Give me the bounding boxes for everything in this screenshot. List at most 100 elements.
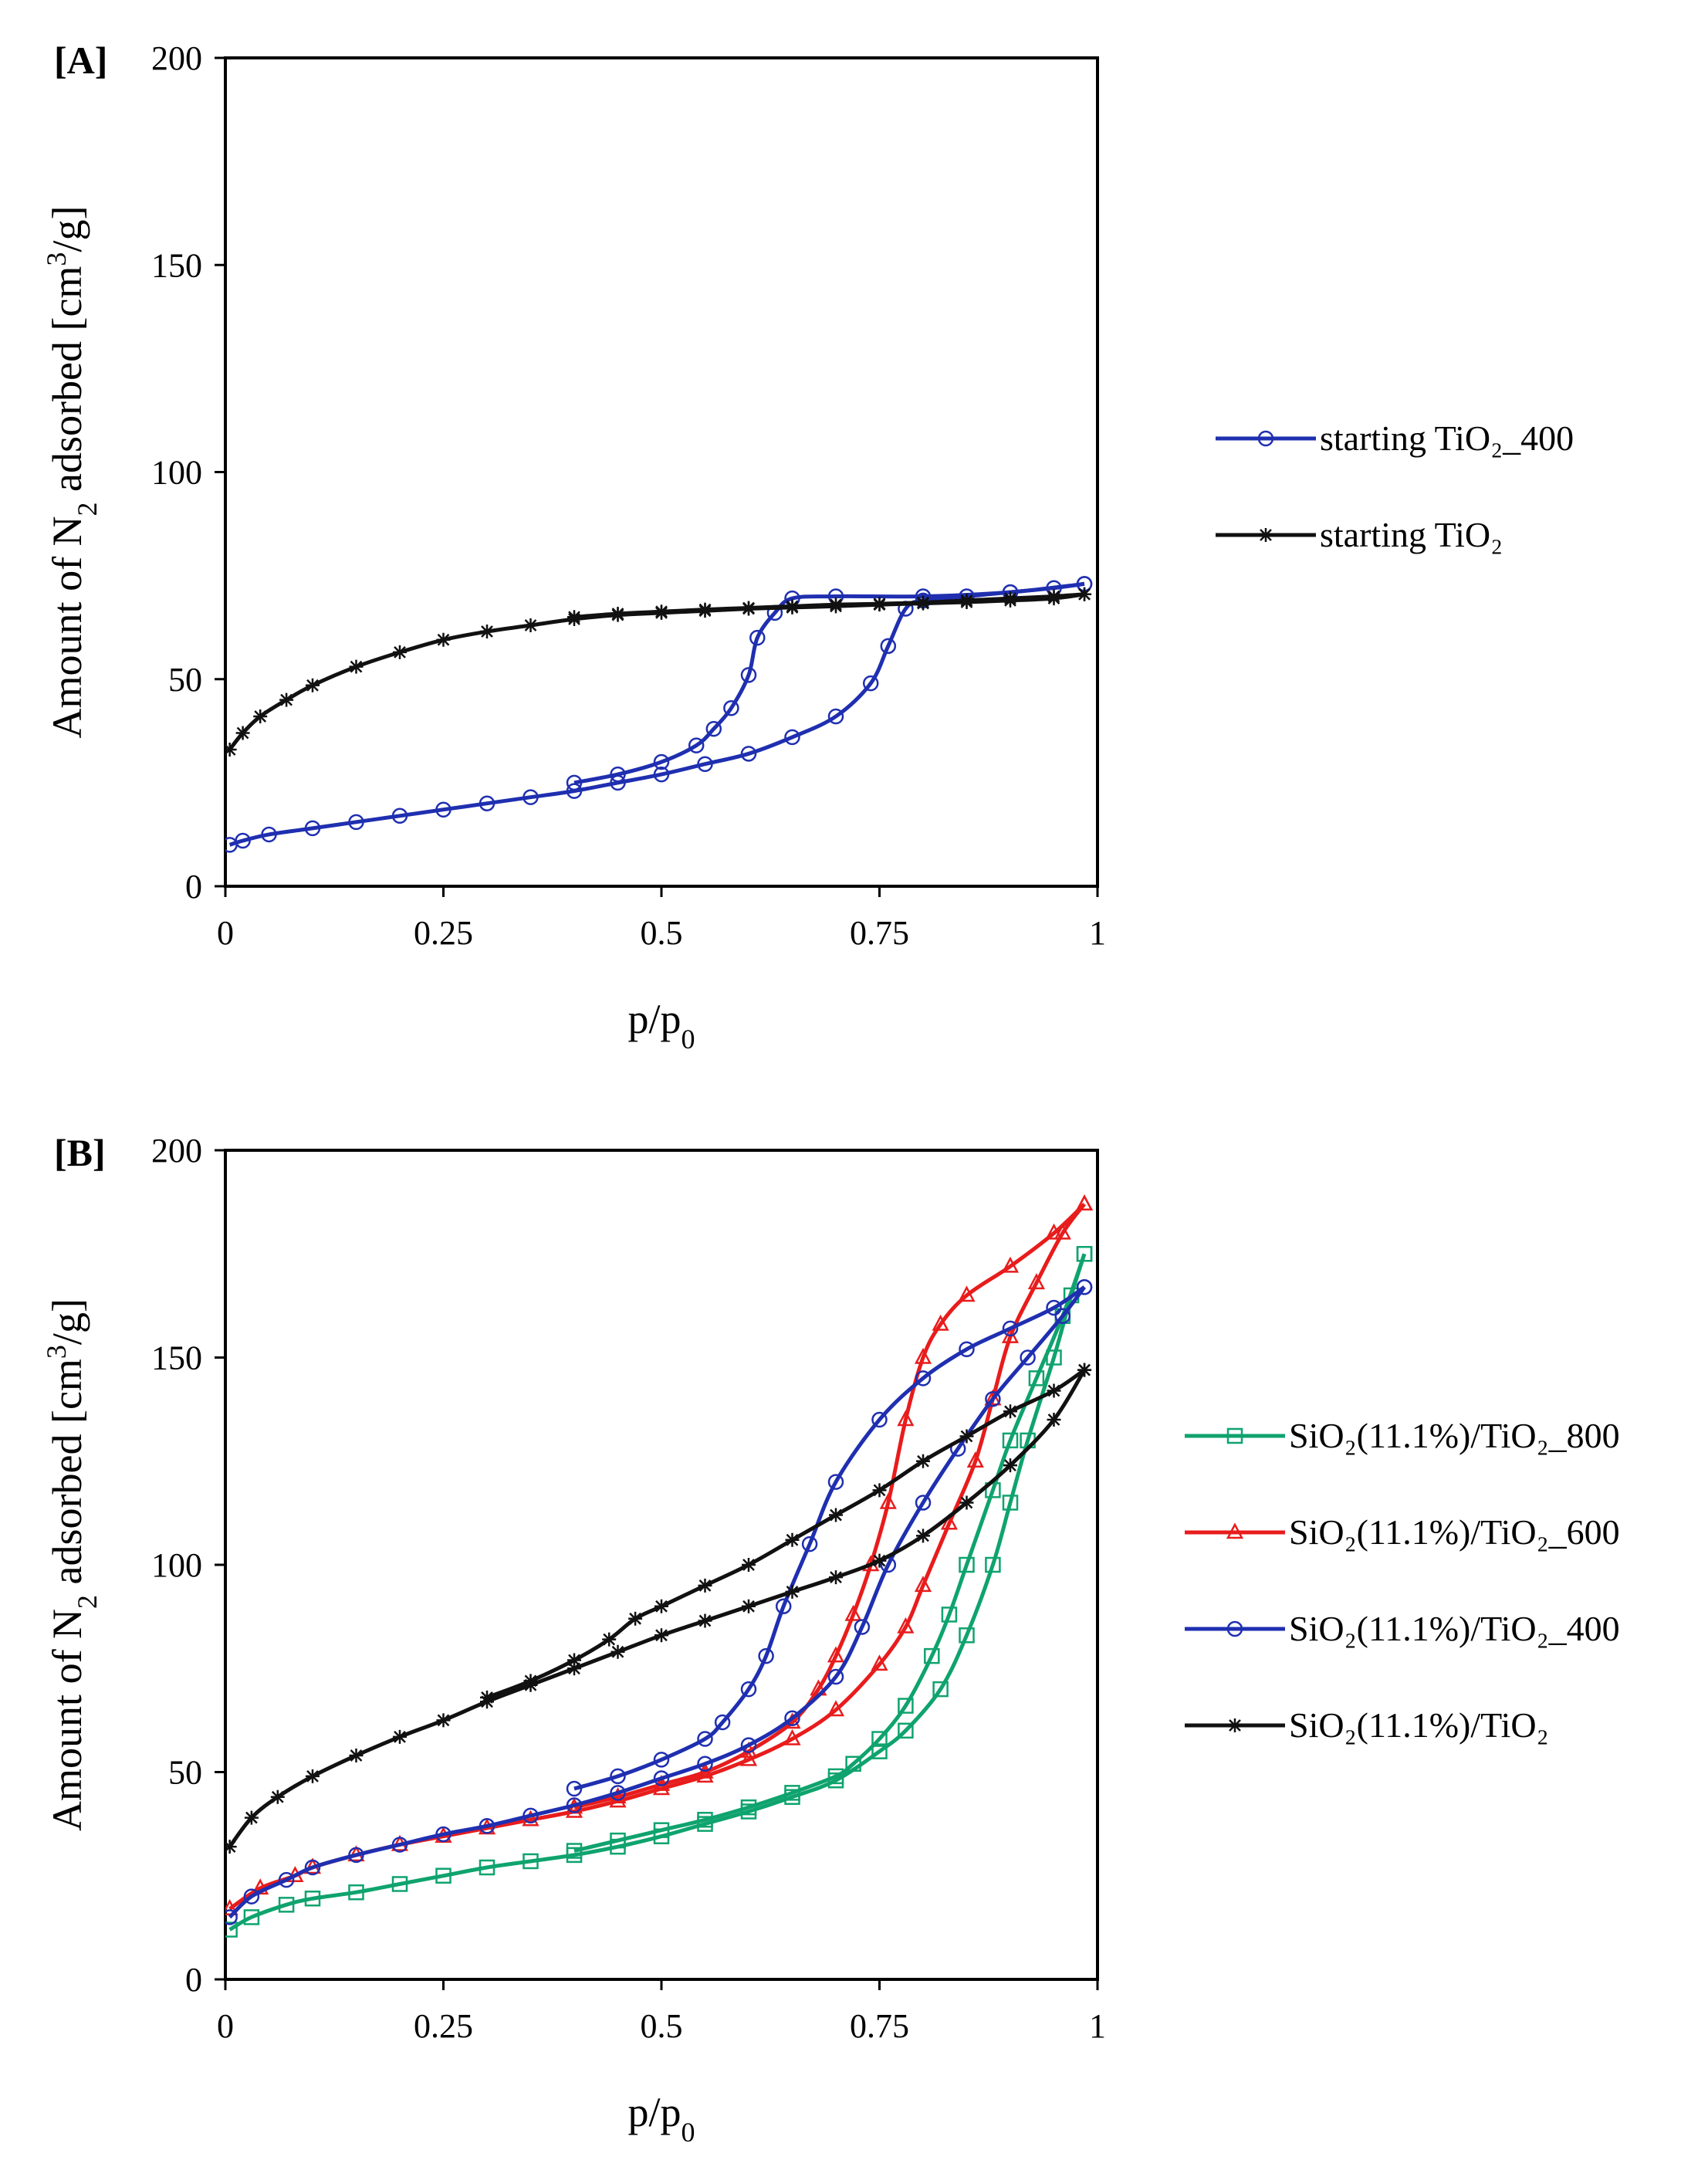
data-point [391, 1837, 408, 1853]
data-point [698, 602, 712, 617]
data-point [243, 1888, 260, 1904]
x-tick-label: 1 [1089, 914, 1106, 952]
data-point [958, 1285, 976, 1302]
data-point [479, 1859, 495, 1876]
legend-marker [1259, 528, 1273, 542]
data-point [1003, 591, 1017, 606]
data-point [698, 1578, 712, 1593]
data-point [915, 1370, 932, 1386]
data-point [696, 1762, 714, 1779]
data-point [225, 1840, 237, 1854]
data-point [740, 1799, 757, 1816]
y-tick-label: 50 [168, 661, 202, 699]
data-point [959, 1556, 975, 1573]
data-point [966, 1451, 984, 1468]
x-tick-label: 1 [1089, 2007, 1106, 2045]
data-point [1002, 1432, 1019, 1449]
legend-marker [1226, 1427, 1243, 1444]
data-point [740, 1737, 757, 1753]
series-line-desorption [486, 1368, 1086, 1700]
data-point [742, 601, 756, 615]
series-line-desorption [573, 1285, 1086, 1791]
data-point [880, 638, 897, 655]
legend-entry: SiO₂(11.1%)/TiO₂_400 [1185, 1609, 1620, 1648]
data-point [1020, 1349, 1036, 1366]
legend-marker [1257, 430, 1274, 447]
data-point [740, 746, 757, 762]
data-point [697, 1755, 713, 1772]
data-point [871, 1731, 888, 1747]
data-point [610, 1768, 626, 1785]
data-point [829, 1508, 843, 1522]
y-axis-label: Amount of N2 adsorbed [cm3/g] [41, 206, 103, 739]
data-point [566, 1797, 583, 1813]
data-point [723, 700, 739, 716]
data-point [775, 1598, 792, 1614]
data-point [698, 1613, 712, 1628]
data-point [898, 1698, 914, 1714]
data-point [959, 593, 974, 608]
data-point [523, 789, 539, 805]
data-point [742, 1599, 756, 1613]
data-point [829, 598, 843, 612]
data-point [1027, 1273, 1045, 1290]
data-point [610, 1785, 626, 1801]
x-tick-label: 0.25 [414, 914, 473, 952]
legend-entry: SiO₂(11.1%)/TiO₂_800 [1185, 1416, 1620, 1455]
data-point [932, 1681, 949, 1698]
legend-label: SiO₂(11.1%)/TiO₂_800 [1289, 1416, 1620, 1455]
data-point [785, 1584, 800, 1599]
data-point [278, 1871, 295, 1888]
data-point [523, 1853, 539, 1870]
data-point [959, 1341, 975, 1358]
chart-panel-b: [B] 0 50 100 150 200 0 0.25 0.5 0.75 1 p/p0 Amount o… [41, 1131, 1620, 2148]
data-point [235, 726, 250, 740]
y-axis-label: Amount of N2 adsorbed [cm3/g] [41, 1298, 103, 1831]
data-point [827, 1768, 844, 1785]
legend-entry: SiO₂(11.1%)/TiO₂_600 [1185, 1512, 1620, 1552]
data-point [654, 604, 668, 619]
data-point [714, 1714, 731, 1731]
data-point [243, 1909, 260, 1925]
data-point [897, 1617, 915, 1634]
data-point [567, 1653, 581, 1667]
data-point [235, 832, 251, 849]
data-point [871, 1411, 888, 1428]
legend-label: starting TiO₂_400 [1320, 418, 1574, 458]
data-point [1002, 1495, 1019, 1511]
data-point [940, 1513, 958, 1530]
data-point [523, 1674, 538, 1688]
x-axis-label: p/p0 [627, 996, 695, 1055]
data-point [872, 597, 887, 611]
data-point [742, 1558, 756, 1572]
data-point [567, 1661, 581, 1676]
data-point [566, 783, 583, 799]
data-point [1046, 1299, 1062, 1316]
data-point [304, 820, 321, 837]
data-point [827, 1700, 845, 1717]
data-point [1047, 1413, 1061, 1427]
data-point [610, 1832, 626, 1849]
y-tick-label: 200 [151, 39, 202, 77]
data-point [844, 1604, 862, 1621]
data-point [348, 1884, 364, 1901]
series-line-desorption [573, 1253, 1087, 1853]
data-point [348, 814, 364, 831]
data-point [827, 708, 844, 725]
data-point [829, 1570, 843, 1585]
data-point [916, 595, 930, 610]
x-tick-label: 0 [217, 914, 234, 952]
data-point [480, 625, 494, 639]
data-point [959, 1495, 974, 1510]
y-tick-label: 0 [185, 868, 202, 906]
x-tick-label: 0.75 [850, 914, 909, 952]
data-point [1045, 1223, 1063, 1240]
data-point [941, 1607, 958, 1623]
legend-marker [1228, 1718, 1242, 1732]
series-line-adsorption [228, 1203, 1087, 1911]
data-point [749, 629, 766, 646]
data-point [261, 826, 277, 843]
data-point [872, 1483, 887, 1498]
data-point [304, 1859, 321, 1876]
data-point [566, 1843, 583, 1859]
